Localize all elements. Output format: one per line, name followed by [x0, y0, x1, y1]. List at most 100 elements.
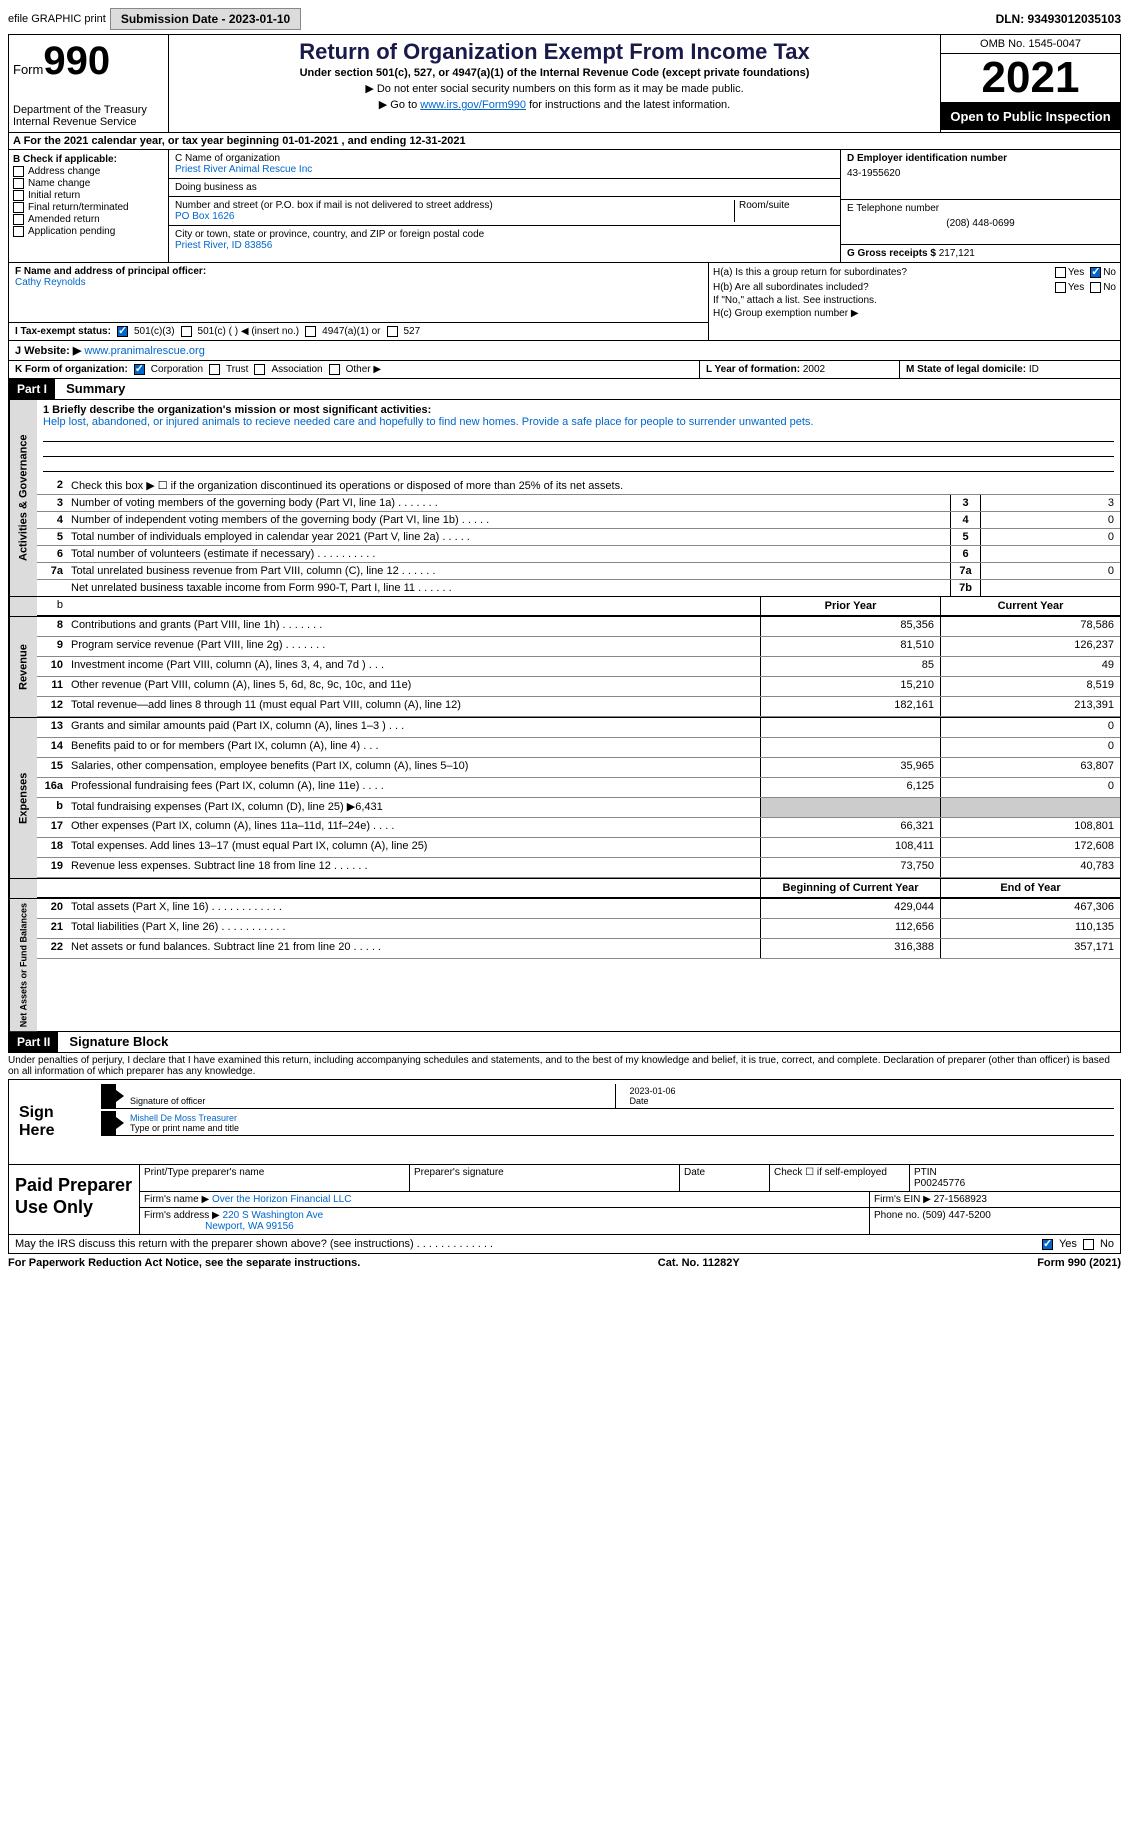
cb-527[interactable]: [387, 326, 398, 337]
hb-note: If "No," attach a list. See instructions…: [713, 295, 1116, 306]
cb-amended[interactable]: [13, 214, 24, 225]
cat-number: Cat. No. 11282Y: [658, 1257, 740, 1269]
data-line: 10Investment income (Part VIII, column (…: [37, 657, 1120, 677]
side-expenses: Expenses: [9, 718, 37, 878]
omb-number: OMB No. 1545-0047: [941, 35, 1120, 54]
firm-addr2: Newport, WA 99156: [205, 1221, 294, 1232]
summary-line: 3Number of voting members of the governi…: [37, 495, 1120, 512]
form-header: Form990 Department of the Treasury Inter…: [8, 34, 1121, 132]
part2-title: Signature Block: [61, 1034, 168, 1049]
paid-preparer-label: Paid Preparer Use Only: [9, 1165, 139, 1234]
efile-label: efile GRAPHIC print: [8, 13, 106, 25]
data-line: 11Other revenue (Part VIII, column (A), …: [37, 677, 1120, 697]
website-value: www.pranimalrescue.org: [84, 345, 204, 357]
data-line: 17Other expenses (Part IX, column (A), l…: [37, 818, 1120, 838]
cb-app-pending[interactable]: [13, 226, 24, 237]
col-prior-header: Prior Year: [760, 597, 940, 615]
prep-sig-label: Preparer's signature: [410, 1165, 680, 1191]
data-line: 14Benefits paid to or for members (Part …: [37, 738, 1120, 758]
data-line: 16aProfessional fundraising fees (Part I…: [37, 778, 1120, 798]
city-label: City or town, state or province, country…: [175, 229, 834, 240]
firm-addr1: 220 S Washington Ave: [223, 1210, 324, 1221]
data-line: 20Total assets (Part X, line 16) . . . .…: [37, 899, 1120, 919]
cb-501c[interactable]: [181, 326, 192, 337]
cb-initial-return[interactable]: [13, 190, 24, 201]
part1-title: Summary: [58, 381, 125, 396]
addr-label: Number and street (or P.O. box if mail i…: [175, 200, 734, 211]
tel-label: E Telephone number: [847, 203, 1114, 214]
ein-label: D Employer identification number: [847, 153, 1007, 164]
sign-here-label: Sign Here: [15, 1084, 95, 1160]
instr-ssn: ▶ Do not enter social security numbers o…: [173, 82, 936, 95]
section-f-label: F Name and address of principal officer:: [15, 266, 206, 277]
cb-discuss-no[interactable]: [1083, 1239, 1094, 1250]
sig-date-value: 2023-01-06: [630, 1086, 676, 1096]
cb-4947[interactable]: [305, 326, 316, 337]
summary-line: 5Total number of individuals employed in…: [37, 529, 1120, 546]
section-l: L Year of formation: 2002: [700, 361, 900, 378]
section-i: I Tax-exempt status: 501(c)(3) 501(c) ( …: [9, 323, 708, 340]
cb-hb-yes[interactable]: [1055, 282, 1066, 293]
cb-ha-yes[interactable]: [1055, 267, 1066, 278]
mission-text: Help lost, abandoned, or injured animals…: [43, 416, 1114, 428]
sig-name-value: Mishell De Moss Treasurer: [130, 1113, 237, 1123]
cb-trust[interactable]: [209, 364, 220, 375]
irs-label: Internal Revenue Service: [13, 116, 164, 128]
side-revenue: Revenue: [9, 617, 37, 717]
ptin-value: P00245776: [914, 1178, 965, 1189]
prep-check-label: Check ☐ if self-employed: [770, 1165, 910, 1191]
org-name: Priest River Animal Rescue Inc: [175, 164, 834, 175]
section-j: J Website: ▶ www.pranimalrescue.org: [8, 341, 1121, 361]
instr-link-line: ▶ Go to www.irs.gov/Form990 for instruct…: [173, 98, 936, 111]
col-curr-header: Current Year: [940, 597, 1120, 615]
col-begin-header: Beginning of Current Year: [760, 879, 940, 897]
section-k: K Form of organization: Corporation Trus…: [9, 361, 700, 378]
data-line: 15Salaries, other compensation, employee…: [37, 758, 1120, 778]
cb-discuss-yes[interactable]: [1042, 1239, 1053, 1250]
cb-address-change[interactable]: [13, 166, 24, 177]
section-b-label: B Check if applicable:: [13, 154, 117, 165]
declaration-text: Under penalties of perjury, I declare th…: [8, 1053, 1121, 1079]
sig-officer-label: Signature of officer: [130, 1096, 205, 1106]
side-net-assets: Net Assets or Fund Balances: [9, 899, 37, 1031]
officer-name: Cathy Reynolds: [15, 277, 702, 288]
cb-hb-no[interactable]: [1090, 282, 1101, 293]
dba-label: Doing business as: [175, 182, 834, 193]
gross-value: 217,121: [939, 248, 975, 259]
sig-name-label: Type or print name and title: [130, 1123, 239, 1133]
row-a-tax-year: A For the 2021 calendar year, or tax yea…: [8, 132, 1121, 150]
room-label: Room/suite: [734, 200, 834, 222]
hc-label: H(c) Group exemption number ▶: [713, 308, 1116, 319]
discuss-text: May the IRS discuss this return with the…: [15, 1238, 493, 1250]
firm-ein-value: 27-1568923: [934, 1194, 987, 1205]
irs-link[interactable]: www.irs.gov/Form990: [420, 99, 526, 111]
summary-line: 6Total number of volunteers (estimate if…: [37, 546, 1120, 563]
paperwork-notice: For Paperwork Reduction Act Notice, see …: [8, 1257, 360, 1269]
top-bar: efile GRAPHIC print Submission Date - 20…: [8, 8, 1121, 30]
submission-date-button[interactable]: Submission Date - 2023-01-10: [110, 8, 301, 30]
cb-name-change[interactable]: [13, 178, 24, 189]
data-line: 21Total liabilities (Part X, line 26) . …: [37, 919, 1120, 939]
col-end-header: End of Year: [940, 879, 1120, 897]
cb-501c3[interactable]: [117, 326, 128, 337]
firm-name-label: Firm's name ▶: [144, 1194, 209, 1205]
summary-line: 4Number of independent voting members of…: [37, 512, 1120, 529]
data-line: 18Total expenses. Add lines 13–17 (must …: [37, 838, 1120, 858]
firm-phone-value: (509) 447-5200: [922, 1210, 990, 1221]
open-public-badge: Open to Public Inspection: [941, 103, 1120, 130]
data-line: 19Revenue less expenses. Subtract line 1…: [37, 858, 1120, 878]
cb-assoc[interactable]: [254, 364, 265, 375]
data-line: bTotal fundraising expenses (Part IX, co…: [37, 798, 1120, 818]
section-c: C Name of organization Priest River Anim…: [169, 150, 840, 262]
cb-corp[interactable]: [134, 364, 145, 375]
summary-line: Net unrelated business taxable income fr…: [37, 580, 1120, 596]
cb-ha-no[interactable]: [1090, 267, 1101, 278]
dept-label: Department of the Treasury: [13, 104, 164, 116]
org-name-label: C Name of organization: [175, 153, 834, 164]
data-line: 9Program service revenue (Part VIII, lin…: [37, 637, 1120, 657]
sig-date-label: Date: [630, 1096, 649, 1106]
cb-other[interactable]: [329, 364, 340, 375]
cb-final-return[interactable]: [13, 202, 24, 213]
form-subtitle: Under section 501(c), 527, or 4947(a)(1)…: [173, 67, 936, 79]
part1-header: Part I: [9, 379, 55, 399]
